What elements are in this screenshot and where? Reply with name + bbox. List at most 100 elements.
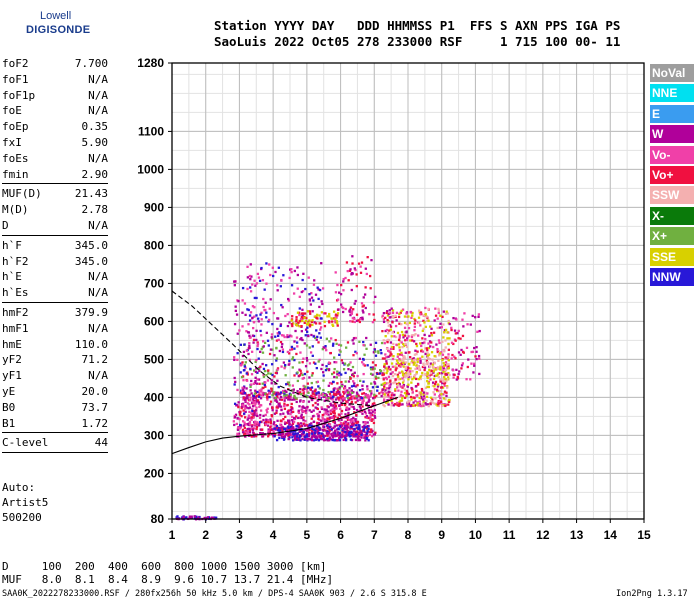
echo-point	[474, 355, 477, 358]
echo-point	[361, 384, 364, 387]
echo-point	[439, 314, 442, 317]
echo-point	[442, 369, 445, 372]
echo-point	[308, 376, 311, 379]
echo-point	[418, 400, 421, 403]
echo-point	[381, 315, 384, 319]
echo-point	[307, 391, 310, 394]
echo-point	[390, 404, 393, 407]
echo-point	[413, 325, 417, 328]
echo-point	[388, 312, 392, 315]
echo-point	[447, 398, 451, 402]
echo-point	[293, 358, 296, 362]
echo-point	[477, 313, 481, 316]
echo-point	[299, 369, 302, 373]
echo-point	[372, 313, 375, 316]
echo-point	[322, 436, 325, 439]
echo-point	[270, 379, 273, 382]
echo-point	[247, 331, 250, 334]
echo-point	[284, 422, 287, 425]
echo-point	[386, 314, 390, 317]
echo-point	[441, 353, 445, 356]
echo-point	[262, 345, 265, 348]
echo-point	[429, 345, 432, 348]
echo-point	[291, 366, 294, 369]
echo-point	[389, 341, 393, 344]
echo-point	[394, 368, 397, 372]
echo-point	[438, 326, 441, 329]
echo-point	[243, 343, 246, 346]
echo-point	[384, 329, 387, 333]
echo-point	[290, 406, 293, 409]
echo-point	[410, 398, 413, 401]
echo-point	[257, 276, 261, 279]
echo-point	[370, 382, 373, 385]
echo-point	[400, 309, 403, 313]
echo-point	[447, 376, 450, 379]
echo-point	[453, 329, 457, 332]
echo-point	[280, 431, 283, 435]
echo-point	[253, 423, 257, 426]
echo-point	[338, 349, 341, 352]
echo-point	[252, 334, 256, 338]
echo-point	[315, 431, 318, 434]
echo-point	[293, 438, 297, 441]
echo-point	[420, 387, 424, 391]
echo-point	[441, 372, 444, 375]
echo-point	[354, 438, 358, 442]
echo-point	[258, 416, 262, 419]
echo-point	[255, 394, 258, 398]
echo-point	[317, 288, 320, 291]
param-value: N/A	[88, 321, 108, 335]
echo-point	[385, 401, 388, 404]
echo-point	[271, 409, 274, 412]
auto-label: Auto:	[2, 481, 36, 494]
echo-point	[310, 381, 313, 385]
param-name: yF2	[2, 353, 22, 367]
echo-point	[315, 427, 318, 430]
echo-point	[345, 427, 348, 431]
echo-point	[407, 362, 411, 366]
echo-point	[256, 272, 260, 276]
echo-point	[361, 361, 364, 364]
echo-point	[436, 317, 439, 320]
echo-point	[434, 374, 438, 377]
echo-point	[460, 348, 463, 352]
echo-point	[358, 398, 361, 401]
echo-point	[333, 429, 337, 432]
echo-point	[303, 410, 306, 413]
echo-point	[250, 350, 254, 353]
echo-point	[286, 382, 289, 386]
echo-point	[250, 373, 254, 376]
echo-point	[296, 379, 300, 383]
echo-point	[343, 428, 346, 431]
echo-point	[340, 397, 343, 401]
echo-point	[438, 372, 441, 375]
echo-point	[441, 404, 444, 407]
echo-point	[477, 315, 480, 319]
echo-point	[331, 324, 335, 327]
param-name: foEp	[2, 120, 29, 134]
echo-point	[413, 317, 416, 321]
echo-point	[279, 419, 283, 423]
echo-point	[301, 290, 305, 293]
echo-point	[299, 391, 302, 394]
echo-point	[306, 326, 309, 329]
echo-point	[247, 423, 250, 427]
echo-point	[335, 434, 338, 438]
echo-point	[240, 415, 243, 418]
echo-point	[427, 342, 430, 345]
echo-point	[250, 392, 253, 395]
echo-point	[318, 396, 322, 400]
echo-point	[289, 425, 293, 429]
echo-point	[328, 436, 332, 439]
echo-point	[318, 410, 321, 414]
echo-point	[333, 425, 336, 428]
echo-point	[248, 274, 252, 278]
echo-point	[369, 343, 372, 346]
echo-point	[395, 359, 399, 362]
echo-point	[331, 438, 334, 442]
x-tick-label: 9	[438, 528, 445, 542]
echo-point	[302, 376, 306, 380]
echo-point	[364, 286, 367, 289]
echo-point	[336, 370, 339, 373]
